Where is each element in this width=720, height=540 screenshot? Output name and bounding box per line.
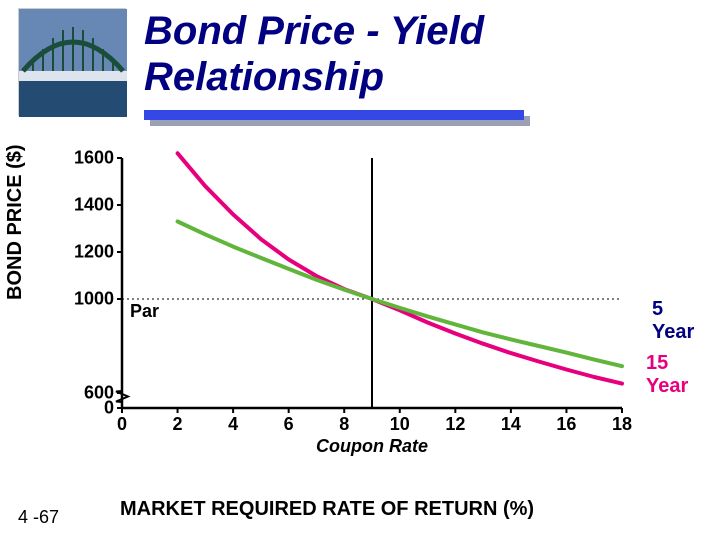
x-tick-label: 12 <box>445 414 465 435</box>
y-axis-label: BOND PRICE ($) <box>4 144 27 300</box>
x-tick-label: 0 <box>117 414 127 435</box>
x-tick-label: 2 <box>173 414 183 435</box>
y-tick-label: 1000 <box>54 289 114 310</box>
plot-area: 16001400120010006000024681012141618Par5 … <box>122 158 622 408</box>
slide-title: Bond Price - Yield Relationship <box>144 8 484 100</box>
title-underline <box>144 110 524 124</box>
x-tick-label: 10 <box>390 414 410 435</box>
x-tick-label: 16 <box>556 414 576 435</box>
series-label: 15 Year <box>646 352 688 398</box>
y-tick-label: 1400 <box>54 195 114 216</box>
series-label: 5 Year <box>652 298 694 344</box>
par-label: Par <box>130 301 159 322</box>
slide-number: 4 -67 <box>18 507 59 528</box>
chart: 16001400120010006000024681012141618Par5 … <box>50 148 660 468</box>
x-tick-label: 18 <box>612 414 632 435</box>
title-line1: Bond Price - Yield <box>144 9 484 53</box>
x-tick-label: 4 <box>228 414 238 435</box>
thumbnail-image <box>18 8 126 116</box>
x-tick-label: 14 <box>501 414 521 435</box>
y-tick-label: 1200 <box>54 242 114 263</box>
x-tick-label: 8 <box>339 414 349 435</box>
y-tick-label: 1600 <box>54 148 114 169</box>
x-tick-label: 6 <box>284 414 294 435</box>
header: Bond Price - Yield Relationship <box>18 8 700 116</box>
x-axis-sub-label: Coupon Rate <box>316 436 428 457</box>
title-line2: Relationship <box>144 55 384 99</box>
y-tick-label: 0 <box>54 398 114 419</box>
chart-svg <box>122 158 622 408</box>
bridge-icon <box>19 9 127 117</box>
x-axis-label: MARKET REQUIRED RATE OF RETURN (%) <box>120 498 534 521</box>
